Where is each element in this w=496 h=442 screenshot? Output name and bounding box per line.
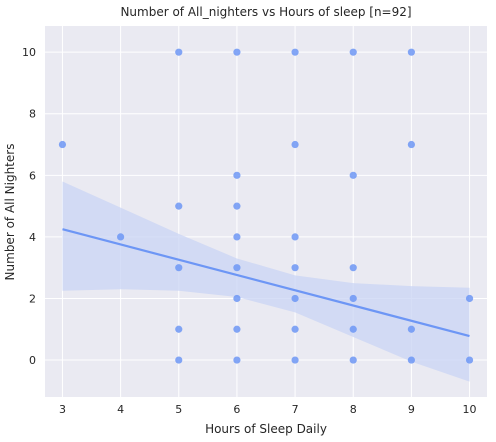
data-point xyxy=(233,294,241,303)
x-tick-label: 9 xyxy=(408,403,415,416)
data-point xyxy=(291,264,299,272)
x-tick-label: 4 xyxy=(117,403,124,416)
data-point xyxy=(349,325,357,333)
y-tick-label: 6 xyxy=(29,169,36,182)
data-point xyxy=(175,264,183,272)
data-point xyxy=(291,140,299,149)
chart-title: Number of All_nighters vs Hours of sleep… xyxy=(120,5,411,19)
data-point xyxy=(233,325,241,333)
data-point xyxy=(349,48,357,56)
data-point xyxy=(175,325,183,333)
y-axis-label: Number of All Nighters xyxy=(3,144,17,281)
x-tick-label: 5 xyxy=(175,403,182,416)
data-point xyxy=(291,48,299,56)
data-point xyxy=(407,48,415,56)
data-point xyxy=(349,171,357,179)
x-tick-label: 6 xyxy=(233,403,240,416)
data-point xyxy=(233,171,241,179)
data-point xyxy=(291,356,299,364)
data-point xyxy=(233,264,241,272)
data-point xyxy=(291,233,299,241)
data-point xyxy=(291,294,299,303)
data-points xyxy=(58,48,474,364)
data-point xyxy=(175,202,183,210)
regression-line xyxy=(62,228,470,338)
x-tick-label: 7 xyxy=(292,403,299,416)
data-point xyxy=(175,48,183,56)
data-point xyxy=(465,294,474,303)
x-tick-label: 8 xyxy=(350,403,357,416)
x-axis-label: Hours of Sleep Daily xyxy=(205,422,327,436)
y-tick-label: 8 xyxy=(29,108,36,121)
data-point xyxy=(233,48,241,56)
x-tick-labels: 3 4 5 6 7 8 9 10 xyxy=(59,403,477,416)
y-tick-label: 0 xyxy=(29,354,36,367)
regression-line-layer xyxy=(62,228,470,338)
data-point xyxy=(291,325,299,333)
data-point xyxy=(233,233,241,241)
data-point xyxy=(117,233,125,241)
data-point xyxy=(349,356,357,364)
data-point xyxy=(233,356,241,364)
y-tick-label: 10 xyxy=(22,46,36,59)
data-point xyxy=(465,356,474,364)
y-tick-label: 2 xyxy=(29,292,36,305)
x-tick-label: 3 xyxy=(59,403,66,416)
data-point xyxy=(407,356,415,364)
data-point xyxy=(58,140,67,149)
data-point xyxy=(175,356,183,364)
x-tick-label: 10 xyxy=(463,403,477,416)
data-point xyxy=(349,264,357,272)
data-point xyxy=(407,140,415,149)
data-point xyxy=(407,325,415,333)
y-tick-labels: 0 2 4 6 8 10 xyxy=(22,46,36,367)
y-tick-label: 4 xyxy=(29,231,36,244)
data-point xyxy=(233,202,241,210)
data-point xyxy=(349,294,357,303)
